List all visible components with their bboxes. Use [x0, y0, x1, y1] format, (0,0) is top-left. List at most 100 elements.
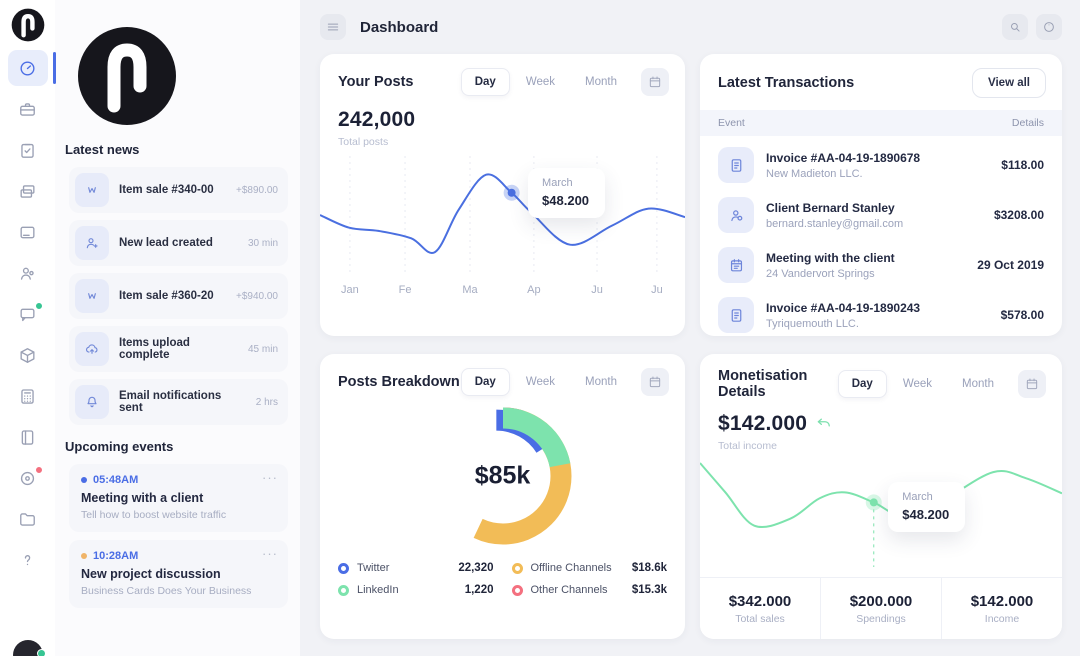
- topbar: Dashboard: [320, 0, 1062, 54]
- event-time: 05:48AM: [81, 474, 276, 486]
- transactions-header-row: Event Details: [700, 110, 1062, 136]
- tab-month[interactable]: Month: [571, 368, 631, 396]
- row-title: Meeting with the client: [766, 250, 895, 265]
- legend-value: 22,320: [458, 562, 494, 574]
- calculator-icon: [18, 387, 37, 406]
- card-header: Monetisation Details Day Week Month: [700, 354, 1062, 400]
- card-title: Posts Breakdown: [338, 374, 460, 390]
- menu-icon[interactable]: [320, 14, 346, 40]
- tab-day[interactable]: Day: [837, 370, 887, 398]
- event-time: 10:28AM: [81, 550, 276, 562]
- calendar-icon[interactable]: [641, 68, 669, 96]
- app-logo-large: [77, 26, 177, 126]
- sidebar-item-gauge[interactable]: [7, 50, 56, 86]
- user-avatar[interactable]: [12, 640, 46, 656]
- legend-name: Offline Channels: [530, 562, 612, 574]
- legend-dot: [511, 584, 523, 596]
- donut-legend: Twitter 22,320 Offline Channels $18.6k L…: [338, 562, 667, 596]
- upcoming-events-heading: Upcoming events: [65, 439, 174, 454]
- sidebar-item-calculator[interactable]: [8, 378, 48, 414]
- legend-dot: [511, 562, 523, 574]
- news-item[interactable]: Item sale #360-20 +$940.00: [69, 273, 288, 319]
- sidebar-item-window[interactable]: [8, 214, 48, 250]
- app-logo-small[interactable]: [11, 8, 45, 42]
- icon-sidebar: [0, 0, 56, 656]
- tab-week[interactable]: Week: [512, 68, 569, 96]
- table-row[interactable]: Invoice #AA-04-19-1890243 Tyriquemouth LL…: [718, 290, 1044, 336]
- x-tick: Ap: [527, 284, 541, 296]
- tab-month[interactable]: Month: [948, 370, 1008, 398]
- x-tick: Ma: [462, 284, 478, 296]
- news-label: Item sale #340-00: [119, 184, 214, 196]
- event-card[interactable]: 05:48AM Meeting with a client Tell how t…: [69, 464, 288, 532]
- news-meta: 45 min: [247, 343, 278, 355]
- x-tick: Ju: [651, 284, 663, 296]
- invoice-icon: [718, 147, 754, 183]
- sidebar-item-disc[interactable]: [8, 460, 48, 496]
- sidebar-item-chat[interactable]: [8, 296, 48, 332]
- main-content: Dashboard Your Posts Day Week Month: [300, 0, 1080, 656]
- event-subtitle: Business Cards Does Your Business: [81, 585, 252, 597]
- stat-value: $342.000: [728, 592, 792, 610]
- tooltip-value: $48.200: [542, 193, 590, 208]
- disc-icon: [18, 469, 37, 488]
- cloud-upload-icon: [75, 332, 109, 366]
- legend-value: $15.3k: [631, 584, 667, 596]
- sidebar-item-cards[interactable]: [8, 173, 48, 209]
- tab-week[interactable]: Week: [889, 370, 946, 398]
- sidebar-item-briefcase[interactable]: [8, 91, 48, 127]
- more-icon[interactable]: ···: [262, 470, 278, 485]
- search-icon[interactable]: [1002, 14, 1028, 40]
- sidebar-item-clipboard[interactable]: [8, 132, 48, 168]
- card-title: Latest Transactions: [718, 75, 855, 91]
- sale-icon: [75, 173, 109, 207]
- income-chart-svg: [700, 462, 1062, 567]
- tab-day[interactable]: Day: [460, 68, 510, 96]
- monetisation-details-card: Monetisation Details Day Week Month $142…: [700, 354, 1062, 639]
- row-title: Invoice #AA-04-19-1890243: [766, 300, 921, 315]
- posts-breakdown-card: Posts Breakdown Day Week Month 16% $85k: [320, 354, 685, 639]
- user-plus-icon: [75, 226, 109, 260]
- news-label: Items upload complete: [119, 337, 190, 361]
- view-all-button[interactable]: View all: [972, 68, 1046, 98]
- calendar-icon[interactable]: [1018, 370, 1046, 398]
- badge-dot: [34, 466, 43, 474]
- row-text: Meeting with the client 24 Vandervort Spr…: [766, 251, 895, 280]
- news-item[interactable]: New lead created 30 min: [69, 220, 288, 266]
- card-header: Posts Breakdown Day Week Month: [320, 354, 685, 396]
- sidebar-item-notebook[interactable]: [8, 419, 48, 455]
- tab-month[interactable]: Month: [571, 68, 631, 96]
- more-icon[interactable]: ···: [262, 546, 278, 561]
- tab-week[interactable]: Week: [512, 368, 569, 396]
- x-tick: Ju: [591, 284, 603, 296]
- table-row[interactable]: Meeting with the client 24 Vandervort Spr…: [718, 240, 1044, 290]
- chart-tooltip: March $48.200: [888, 482, 966, 532]
- total-income-value: $142.000: [718, 412, 808, 435]
- online-status-dot: [36, 649, 46, 656]
- donut-chart: 16% $85k: [320, 398, 685, 556]
- stat-value: $142.000: [970, 592, 1034, 610]
- table-row[interactable]: Invoice #AA-04-19-1890678 New Madieton LL…: [718, 140, 1044, 190]
- news-item[interactable]: Email notifications sent 2 hrs: [69, 379, 288, 425]
- target-icon[interactable]: [1036, 14, 1062, 40]
- event-title: Meeting with a client: [81, 491, 204, 505]
- total-posts-label: Total posts: [338, 136, 389, 148]
- sidebar-item-help[interactable]: [8, 542, 48, 578]
- tooltip-label: March: [902, 491, 933, 503]
- news-item[interactable]: Item sale #340-00 +$890.00: [69, 167, 288, 213]
- event-time-text: 10:28AM: [93, 550, 139, 562]
- news-meta: +$890.00: [236, 184, 278, 196]
- legend-value: 1,220: [464, 584, 494, 596]
- news-item[interactable]: Items upload complete 45 min: [69, 326, 288, 372]
- x-tick: Jan: [341, 284, 359, 296]
- row-detail: $578.00: [1000, 308, 1044, 322]
- sidebar-item-box[interactable]: [8, 337, 48, 373]
- table-row[interactable]: Client Bernard Stanley bernard.stanley@gm…: [718, 190, 1044, 240]
- sidebar-item-folder[interactable]: [8, 501, 48, 537]
- stat-label: Total sales: [735, 612, 785, 625]
- calendar-icon[interactable]: [641, 368, 669, 396]
- sidebar-item-users[interactable]: [8, 255, 48, 291]
- tab-day[interactable]: Day: [460, 368, 510, 396]
- legend-dot: [338, 584, 349, 596]
- event-card[interactable]: 10:28AM New project discussion Business …: [69, 540, 288, 608]
